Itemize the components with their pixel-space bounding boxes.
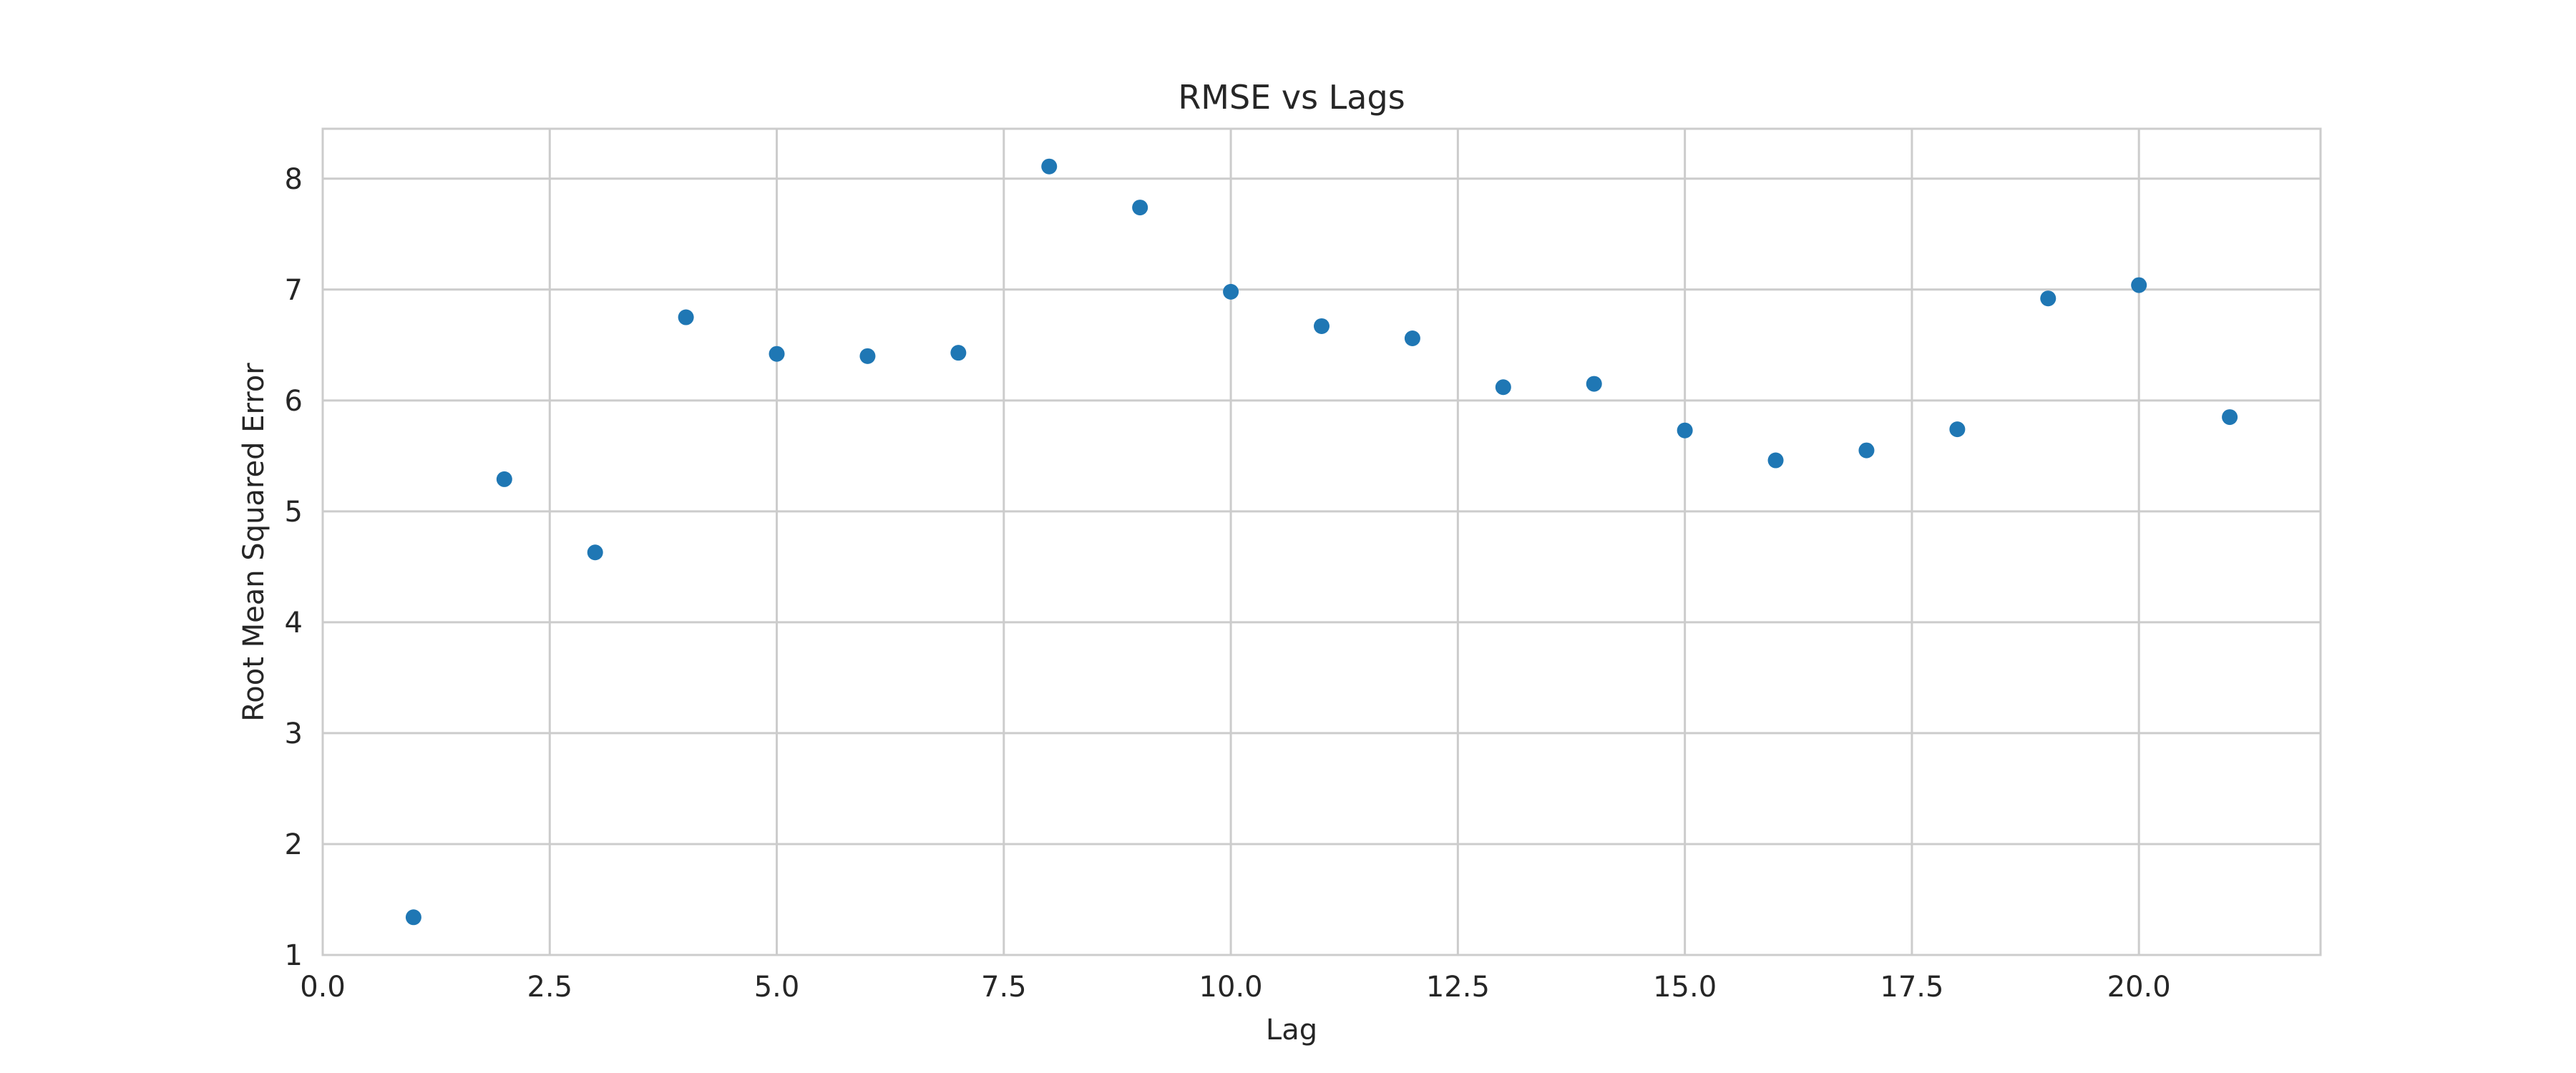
- x-tick-label: 10.0: [1199, 971, 1263, 1004]
- data-point: [1949, 421, 1966, 438]
- plot-frame: [321, 127, 2322, 956]
- data-point: [1586, 376, 1602, 392]
- data-point: [1132, 200, 1148, 216]
- y-tick-label: 3: [285, 717, 303, 750]
- data-point: [1314, 318, 1330, 334]
- y-tick-label: 6: [285, 385, 303, 418]
- data-point: [1677, 422, 1693, 438]
- data-point: [950, 345, 967, 361]
- y-tick-label: 1: [285, 939, 303, 972]
- data-point: [1858, 442, 1875, 459]
- y-tick-label: 7: [285, 274, 303, 307]
- y-tick-label: 8: [285, 163, 303, 196]
- x-axis-ticks: 0.0 2.5 5.0 7.5 10.0 12.5 15.0 17.5 20.0: [300, 971, 2171, 1004]
- grid: [321, 129, 2321, 956]
- y-axis-ticks: 1 2 3 4 5 6 7 8: [285, 163, 303, 972]
- data-point: [405, 909, 421, 926]
- y-tick-label: 4: [285, 607, 303, 640]
- y-tick-label: 5: [285, 496, 303, 529]
- x-tick-label: 17.5: [1880, 971, 1943, 1004]
- x-tick-label: 2.5: [527, 971, 572, 1004]
- data-points: [405, 158, 2238, 926]
- data-point: [2131, 277, 2147, 293]
- data-point: [1223, 283, 1239, 300]
- x-tick-label: 15.0: [1653, 971, 1717, 1004]
- data-point: [1041, 158, 1058, 175]
- data-point: [1495, 379, 1511, 396]
- data-point: [496, 471, 512, 487]
- data-point: [1404, 330, 1420, 347]
- x-tick-label: 0.0: [300, 971, 346, 1004]
- x-tick-label: 20.0: [2107, 971, 2171, 1004]
- x-axis-label: Lag: [1266, 1014, 1317, 1047]
- chart-title: RMSE vs Lags: [1178, 78, 1405, 117]
- x-tick-label: 7.5: [981, 971, 1027, 1004]
- y-axis-label: Root Mean Squared Error: [238, 363, 270, 722]
- x-tick-label: 12.5: [1426, 971, 1490, 1004]
- data-point: [2040, 290, 2057, 307]
- data-point: [2222, 409, 2238, 426]
- data-point: [859, 348, 876, 364]
- data-point: [769, 346, 785, 362]
- x-tick-label: 5.0: [754, 971, 800, 1004]
- data-point: [678, 309, 694, 325]
- data-point: [1767, 452, 1784, 469]
- data-point: [587, 544, 603, 561]
- y-tick-label: 2: [285, 828, 303, 861]
